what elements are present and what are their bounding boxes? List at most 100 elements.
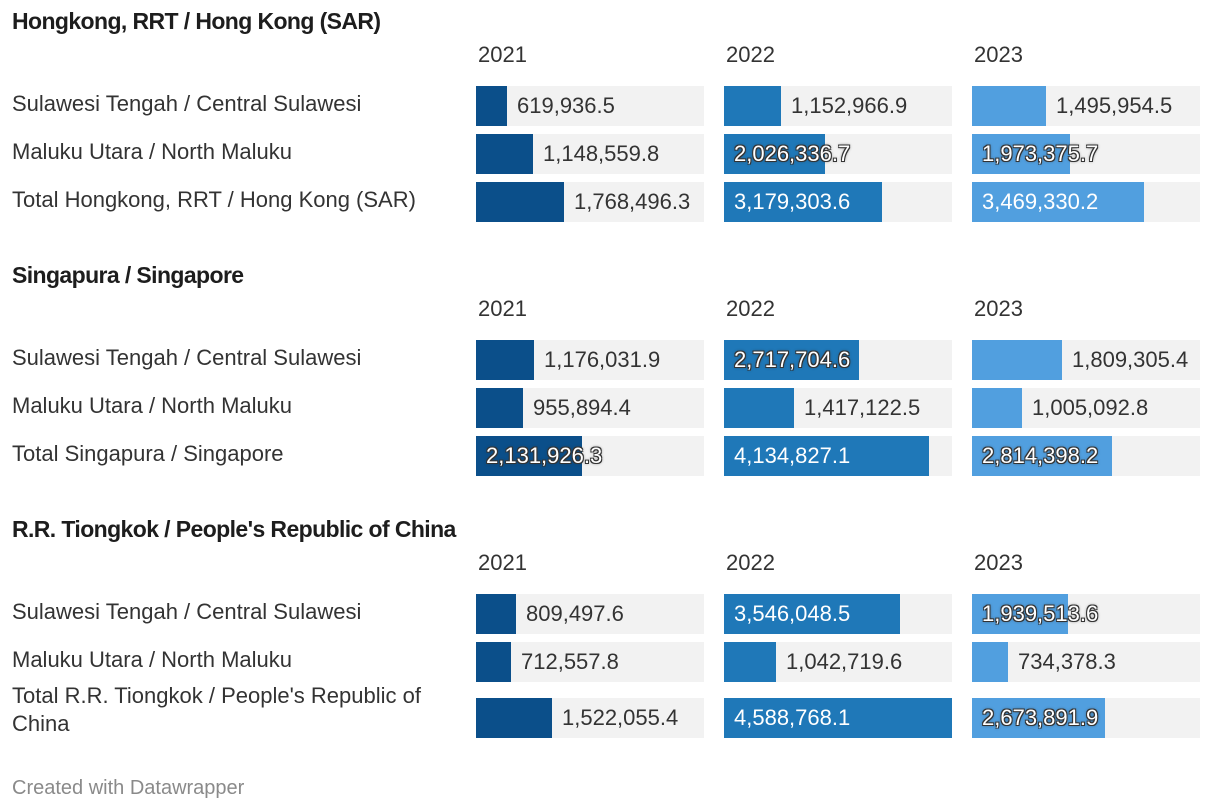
bar-cell: 4,588,768.1 [724,698,952,738]
bar-cell: 2,814,398.2 [972,436,1200,476]
bar-value-label: 1,148,559.8 [543,141,660,166]
bar [724,436,929,476]
bar-cell: 1,005,092.8 [972,388,1200,428]
row-label: Total Singapura / Singapore [12,441,284,466]
bar [972,594,1068,634]
bar-value-label: 1,939,513.6 [982,601,1099,626]
bar-value-label: 2,814,398.2 [982,443,1099,468]
bar-cell: 1,809,305.4 [972,340,1200,380]
row-label: Maluku Utara / North Maluku [12,647,292,672]
bar-value-label: 2,717,704.6 [734,347,851,372]
bar [476,594,516,634]
row-label: Sulawesi Tengah / Central Sulawesi [12,599,362,624]
column-year-label: 2022 [726,550,775,575]
bar-cell: 4,134,827.1 [724,436,952,476]
bar-value-label: 4,134,827.1 [734,443,851,468]
bar [476,436,582,476]
bar [972,698,1105,738]
bar-value-label: 1,042,719.6 [786,649,903,674]
bar [476,698,552,738]
bar-cell: 1,148,559.8 [476,134,704,174]
bar [972,134,1070,174]
group-title: Hongkong, RRT / Hong Kong (SAR) [12,8,381,34]
bar [724,698,952,738]
bar-value-label: 2,673,891.9 [982,705,1099,730]
bar-value-label: 3,469,330.2 [982,189,1099,214]
bar-cell: 2,717,704.6 [724,340,952,380]
bar [972,642,1008,682]
bar-cell: 3,546,048.5 [724,594,952,634]
bar-value-label: 1,152,966.9 [791,93,908,118]
bar-cell: 2,026,336.7 [724,134,952,174]
row-label: Sulawesi Tengah / Central Sulawesi [12,91,362,116]
bar-cell: 619,936.5 [476,86,704,126]
bar-cell: 3,469,330.2 [972,182,1200,222]
bar [476,642,511,682]
bar-value-label: 1,005,092.8 [1032,395,1149,420]
bar-cell: 734,378.3 [972,642,1200,682]
bar-cell: 1,495,954.5 [972,86,1200,126]
bar [724,388,794,428]
bar-cell: 712,557.8 [476,642,704,682]
row-label: Maluku Utara / North Maluku [12,393,292,418]
column-year-label: 2021 [478,296,527,321]
bar-value-label: 955,894.4 [533,395,631,420]
bar-cell: 1,939,513.6 [972,594,1200,634]
bar [724,642,776,682]
bar-value-label: 1,176,031.9 [544,347,661,372]
bar [724,594,900,634]
bar-cell: 1,768,496.3 [476,182,704,222]
bar-value-label: 1,809,305.4 [1072,347,1189,372]
column-year-label: 2022 [726,42,775,67]
column-year-label: 2023 [974,550,1023,575]
row-label: Sulawesi Tengah / Central Sulawesi [12,345,362,370]
bar-cell: 809,497.6 [476,594,704,634]
bar-cell: 1,522,055.4 [476,698,704,738]
group-title: R.R. Tiongkok / People's Republic of Chi… [12,516,456,542]
bar [724,134,825,174]
bar [724,86,781,126]
bar-cell: 2,673,891.9 [972,698,1200,738]
bar-value-label: 4,588,768.1 [734,705,851,730]
column-year-label: 2023 [974,296,1023,321]
bar-cell: 1,152,966.9 [724,86,952,126]
bar [476,340,534,380]
group-title: Singapura / Singapore [12,262,244,288]
column-year-label: 2022 [726,296,775,321]
bar-value-label: 2,131,926.3 [486,443,603,468]
column-year-label: 2023 [974,42,1023,67]
bar [972,340,1062,380]
bar-value-label: 712,557.8 [521,649,619,674]
bar-cell: 1,417,122.5 [724,388,952,428]
bar-cell: 1,176,031.9 [476,340,704,380]
row-label: Total R.R. Tiongkok / People's Republic … [12,683,421,736]
bar-cell: 1,042,719.6 [724,642,952,682]
bar-value-label: 809,497.6 [526,601,624,626]
bar-value-label: 3,179,303.6 [734,189,851,214]
bar-cell: 1,973,375.7 [972,134,1200,174]
bar-value-label: 619,936.5 [517,93,615,118]
bar [476,182,564,222]
bar [972,182,1144,222]
bar [972,86,1046,126]
bar-value-label: 1,495,954.5 [1056,93,1173,118]
bar-cell: 2,131,926.3 [476,436,704,476]
bar [476,388,523,428]
bar-value-label: 1,973,375.7 [982,141,1099,166]
column-year-label: 2021 [478,550,527,575]
bar [972,436,1112,476]
bar-value-label: 1,768,496.3 [574,189,691,214]
row-label: Maluku Utara / North Maluku [12,139,292,164]
bar-value-label: 734,378.3 [1018,649,1116,674]
bar [476,86,507,126]
bar-cell: 3,179,303.6 [724,182,952,222]
bar [476,134,533,174]
bar [724,182,882,222]
bar-cell: 955,894.4 [476,388,704,428]
bar-value-label: 3,546,048.5 [734,601,851,626]
column-year-label: 2021 [478,42,527,67]
row-label: Total Hongkong, RRT / Hong Kong (SAR) [12,187,416,212]
bar-value-label: 2,026,336.7 [734,141,851,166]
bar [724,340,859,380]
